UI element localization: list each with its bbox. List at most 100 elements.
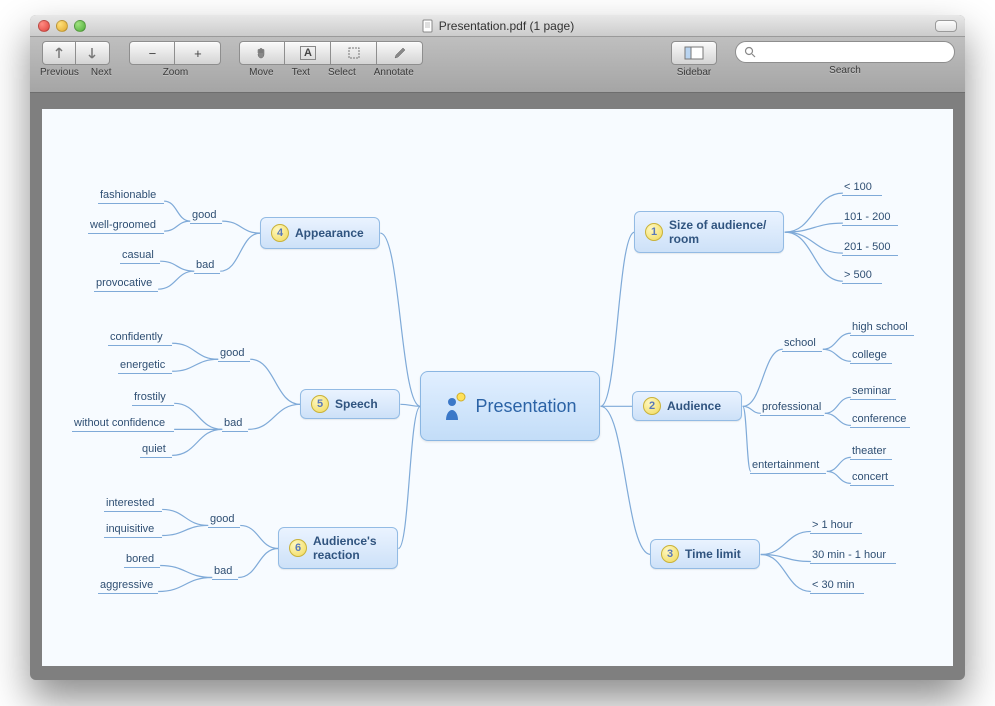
text-icon: A xyxy=(300,46,316,60)
tool-group: A Move Text Select Annotate xyxy=(239,41,423,92)
next-button[interactable] xyxy=(76,41,110,65)
previous-button[interactable] xyxy=(42,41,76,65)
sub-professional: professional xyxy=(760,401,824,416)
branch-number: 3 xyxy=(661,545,679,563)
branch-size: 1 Size of audience/room xyxy=(634,211,784,253)
previous-label: Previous xyxy=(40,67,79,78)
leaf: 30 min - 1 hour xyxy=(810,549,896,564)
search-input[interactable] xyxy=(735,41,955,63)
leaf: 201 - 500 xyxy=(842,241,898,256)
window-title: Presentation.pdf (1 page) xyxy=(30,19,965,33)
toolbar-toggle-pill[interactable] xyxy=(935,20,957,32)
sub-bad: bad xyxy=(194,259,220,274)
sub-good: good xyxy=(218,347,250,362)
leaf: energetic xyxy=(118,359,172,374)
branch-audience: 2Audience xyxy=(632,391,742,421)
leaf: confidently xyxy=(108,331,172,346)
traffic-lights xyxy=(38,20,86,32)
plus-icon: + xyxy=(194,46,202,61)
leaf: concert xyxy=(850,471,894,486)
next-label: Next xyxy=(91,67,112,78)
zoom-in-button[interactable]: + xyxy=(175,41,221,65)
branch-label: Speech xyxy=(335,397,378,411)
branch-reaction: 6 Audience'sreaction xyxy=(278,527,398,569)
sidebar-label: Sidebar xyxy=(677,67,711,78)
move-label: Move xyxy=(249,67,273,78)
sub-good: good xyxy=(208,513,240,528)
move-button[interactable] xyxy=(239,41,285,65)
leaf: aggressive xyxy=(98,579,158,594)
leaf: high school xyxy=(850,321,914,336)
minus-icon: − xyxy=(149,46,157,61)
leaf: frostily xyxy=(132,391,174,406)
zoom-out-button[interactable]: − xyxy=(129,41,175,65)
leaf: college xyxy=(850,349,892,364)
leaf: 101 - 200 xyxy=(842,211,898,226)
select-label: Select xyxy=(328,67,356,78)
search-icon xyxy=(744,46,756,58)
leaf: conference xyxy=(850,413,910,428)
sub-bad: bad xyxy=(222,417,248,432)
zoom-icon[interactable] xyxy=(74,20,86,32)
branch-number: 5 xyxy=(311,395,329,413)
text-label: Text xyxy=(292,67,310,78)
leaf: interested xyxy=(104,497,162,512)
sidebar-button[interactable] xyxy=(671,41,717,65)
branch-number: 2 xyxy=(643,397,661,415)
sub-school: school xyxy=(782,337,822,352)
text-button[interactable]: A xyxy=(285,41,331,65)
leaf: < 100 xyxy=(842,181,882,196)
nav-group: Previous Next xyxy=(40,41,111,92)
annotate-label: Annotate xyxy=(374,67,414,78)
central-node: Presentation xyxy=(420,371,600,441)
branch-timelimit: 3 Time limit xyxy=(650,539,760,569)
zoom-label: Zoom xyxy=(163,67,189,78)
search-label: Search xyxy=(829,65,861,76)
leaf: quiet xyxy=(140,443,172,458)
annotate-button[interactable] xyxy=(377,41,423,65)
leaf: inquisitive xyxy=(104,523,162,538)
zoom-group: − + Zoom xyxy=(129,41,221,92)
leaf: theater xyxy=(850,445,892,460)
branch-label: Size of audience/room xyxy=(669,218,766,247)
leaf: bored xyxy=(124,553,160,568)
sidebar-group: Sidebar xyxy=(671,41,717,92)
leaf: fashionable xyxy=(98,189,164,204)
document-canvas: Presentation4Appearancegoodfashionablewe… xyxy=(42,109,953,666)
window-title-text: Presentation.pdf (1 page) xyxy=(439,19,574,33)
document-icon xyxy=(421,19,435,33)
search-group: Search xyxy=(735,41,955,92)
leaf: > 500 xyxy=(842,269,882,284)
select-button[interactable] xyxy=(331,41,377,65)
person-idea-icon xyxy=(443,392,465,420)
close-icon[interactable] xyxy=(38,20,50,32)
mindmap-diagram: Presentation4Appearancegoodfashionablewe… xyxy=(42,109,953,666)
branch-label: Time limit xyxy=(685,547,741,561)
sidebar-icon xyxy=(684,46,704,60)
branch-label: Audience'sreaction xyxy=(313,534,377,563)
hand-icon xyxy=(254,45,270,61)
branch-speech: 5 Speech xyxy=(300,389,400,419)
sub-good: good xyxy=(190,209,222,224)
branch-number: 4 xyxy=(271,224,289,242)
leaf: > 1 hour xyxy=(810,519,862,534)
pencil-icon xyxy=(392,45,408,61)
sub-entertainment: entertainment xyxy=(750,459,826,474)
branch-appearance: 4 Appearance xyxy=(260,217,380,249)
select-icon xyxy=(346,45,362,61)
central-label: Presentation xyxy=(475,396,576,417)
leaf: provocative xyxy=(94,277,158,292)
sub-bad: bad xyxy=(212,565,238,580)
leaf: casual xyxy=(120,249,160,264)
leaf: without confidence xyxy=(72,417,174,432)
branch-number: 6 xyxy=(289,539,307,557)
branch-label: Appearance xyxy=(295,226,364,240)
toolbar: Previous Next − + Zoom A xyxy=(30,37,965,93)
leaf: seminar xyxy=(850,385,896,400)
arrow-right-icon xyxy=(85,46,99,60)
preview-window: Presentation.pdf (1 page) Previous Next … xyxy=(30,15,965,680)
branch-number: 1 xyxy=(645,223,663,241)
leaf: < 30 min xyxy=(810,579,864,594)
minimize-icon[interactable] xyxy=(56,20,68,32)
arrow-left-icon xyxy=(52,46,66,60)
